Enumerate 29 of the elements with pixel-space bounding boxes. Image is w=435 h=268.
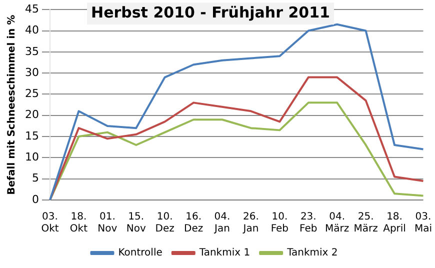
x-tick-label: 04. Jan: [214, 212, 230, 235]
chart-title: Herbst 2010 - Frühjahr 2011: [91, 3, 330, 22]
x-tick-label: 01. Nov: [98, 212, 118, 235]
y-tick-label: 25: [24, 87, 39, 100]
y-tick-label: 10: [24, 150, 39, 164]
y-tick-label: 15: [24, 129, 39, 142]
x-tick-label: 23. Feb: [300, 212, 318, 235]
x-tick-label: 15. Nov: [126, 212, 146, 235]
x-tick-label: 25. März: [354, 212, 378, 235]
y-tick-label: 35: [24, 44, 39, 58]
x-tick-label: 04. März: [325, 212, 350, 235]
x-tick-label: 10. Feb: [270, 212, 289, 235]
y-tick-label: 20: [24, 108, 39, 122]
y-tick-label: 40: [24, 24, 39, 37]
legend-label: Tankmix 2: [286, 248, 338, 259]
x-tick-label: 18. April: [383, 212, 406, 235]
y-tick-label: 0: [32, 192, 39, 206]
y-axis-title: Befall mit Schneeschimmel in %: [6, 14, 18, 195]
x-tick-label: 03. Mai: [414, 212, 432, 235]
y-tick-label: 5: [32, 172, 39, 185]
x-tick-label: 10. Dez: [155, 212, 174, 235]
x-tick-label: 18. Okt: [70, 212, 88, 235]
x-tick-label: 03. Okt: [41, 212, 59, 235]
x-tick-label: 26. Jan: [242, 212, 259, 235]
x-tick-label: 16. Dez: [184, 212, 204, 235]
legend-label: Kontrolle: [118, 248, 162, 259]
legend-label: Tankmix 1: [198, 248, 250, 259]
y-tick-label: 30: [24, 66, 39, 79]
y-tick-label: 45: [24, 2, 39, 16]
